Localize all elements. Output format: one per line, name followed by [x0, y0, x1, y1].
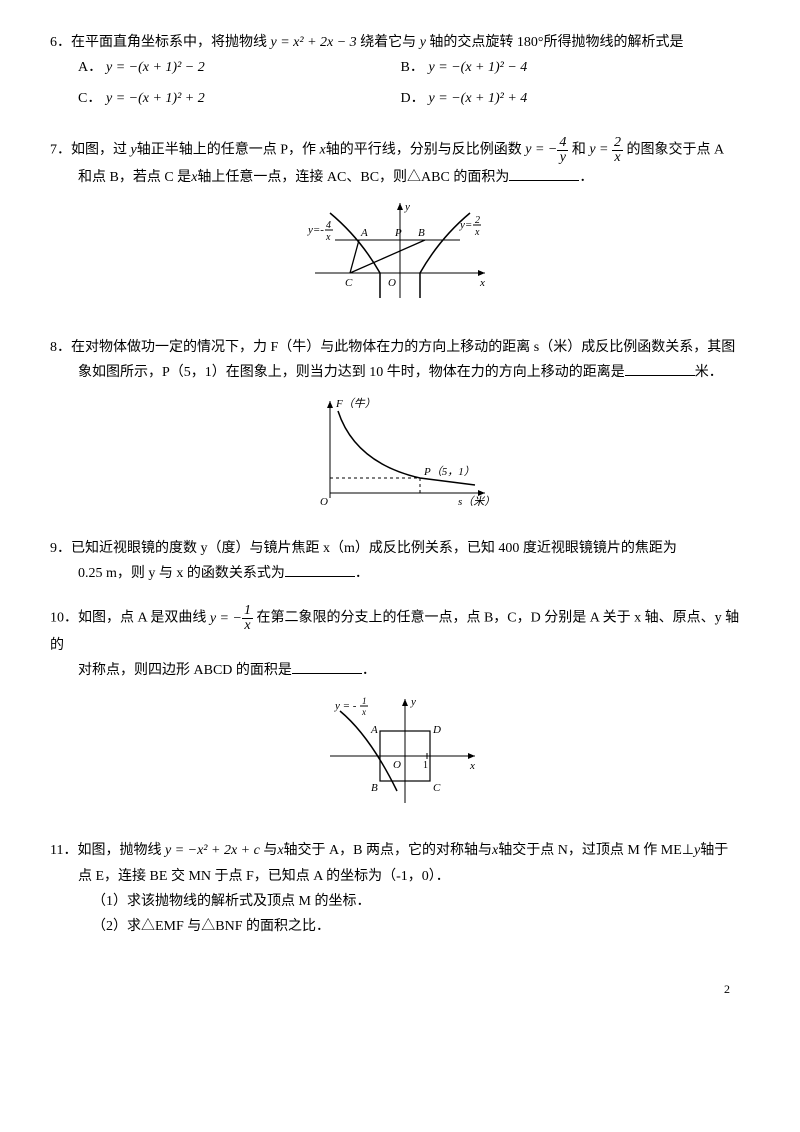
q6-formula-y: y: [420, 35, 426, 50]
q9-blank: [285, 562, 355, 577]
q9-num: 9．: [50, 541, 71, 556]
q10-line1: 10．如图，点 A 是双曲线 y = −1x 在第二象限的分支上的任意一点，点 …: [50, 604, 750, 658]
question-10: 10．如图，点 A 是双曲线 y = −1x 在第二象限的分支上的任意一点，点 …: [50, 604, 750, 821]
q11-sub2: （2）求△EMF 与△BNF 的面积之比．: [50, 914, 750, 939]
q8-blank: [625, 361, 695, 376]
svg-text:A: A: [360, 227, 368, 239]
q7-line1: 7．如图，过 y轴正半轴上的任意一点 P，作 x轴的平行线，分别与反比例函数 y…: [50, 136, 750, 165]
svg-text:y = -: y = -: [334, 700, 357, 712]
svg-text:B: B: [371, 782, 378, 794]
svg-text:1: 1: [362, 696, 367, 706]
svg-text:O: O: [388, 277, 396, 289]
svg-text:x: x: [479, 277, 485, 289]
q7-line2: 和点 B，若点 C 是x轴上任意一点，连接 AC、BC，则△ABC 的面积为．: [50, 165, 750, 190]
svg-text:1: 1: [423, 760, 428, 771]
q11-line2: 点 E，连接 BE 交 MN 于点 F，已知点 A 的坐标为（-1，0）．: [50, 864, 750, 889]
question-9: 9．已知近视眼镜的度数 y（度）与镜片焦距 x（m）成反比例关系，已知 400 …: [50, 536, 750, 586]
svg-text:F（牛）: F（牛）: [335, 397, 376, 410]
q9-line2: 0.25 m，则 y 与 x 的函数关系式为．: [50, 561, 750, 586]
q10-figure: y = - 1 x A D B C O 1 x y: [50, 691, 750, 820]
q7-frac1: y = −4y: [525, 142, 568, 157]
svg-text:y: y: [410, 696, 416, 708]
question-8: 8．在对物体做功一定的情况下，力 F（牛）与此物体在力的方向上移动的距离 s（米…: [50, 335, 750, 518]
q6-text-c: 轴的交点旋转 180°所得抛物线的解析式是: [429, 35, 683, 50]
q6-text-a: 在平面直角坐标系中，将抛物线: [71, 35, 267, 50]
question-6: 6．在平面直角坐标系中，将抛物线 y = x² + 2x − 3 绕着它与 y …: [50, 30, 750, 118]
q6-text: 6．在平面直角坐标系中，将抛物线 y = x² + 2x − 3 绕着它与 y …: [50, 30, 750, 55]
q7-figure: y=- 4 x y= 2 x A P B C O x y: [50, 198, 750, 317]
svg-text:x: x: [325, 232, 331, 243]
page-number: 2: [50, 979, 750, 1001]
q11-formula: y = −x² + 2x + c: [165, 843, 260, 858]
svg-text:y: y: [404, 201, 410, 213]
q9-line1: 9．已知近视眼镜的度数 y（度）与镜片焦距 x（m）成反比例关系，已知 400 …: [50, 536, 750, 561]
svg-text:s（米）: s（米）: [458, 495, 495, 508]
svg-text:x: x: [474, 227, 480, 238]
q7-num: 7．: [50, 142, 71, 157]
q11-sub1: （1）求该抛物线的解析式及顶点 M 的坐标．: [50, 889, 750, 914]
svg-text:P（5，1）: P（5，1）: [423, 465, 475, 478]
svg-text:A: A: [370, 724, 378, 736]
q11-num: 11．: [50, 843, 77, 858]
q6-num: 6．: [50, 35, 71, 50]
q6-option-c: C．y = −(x + 1)² + 2: [78, 86, 401, 111]
svg-text:P: P: [394, 227, 402, 239]
svg-text:B: B: [418, 227, 425, 239]
q7-frac2: y = 2x: [589, 142, 623, 157]
q8-line1: 8．在对物体做功一定的情况下，力 F（牛）与此物体在力的方向上移动的距离 s（米…: [50, 335, 750, 360]
svg-text:D: D: [432, 724, 441, 736]
svg-text:y=: y=: [459, 219, 472, 231]
q6-option-d: D．y = −(x + 1)² + 4: [401, 86, 724, 111]
question-11: 11．如图，抛物线 y = −x² + 2x + c 与x轴交于 A，B 两点，…: [50, 838, 750, 939]
q11-line1: 11．如图，抛物线 y = −x² + 2x + c 与x轴交于 A，B 两点，…: [50, 838, 750, 863]
q10-line2: 对称点，则四边形 ABCD 的面积是．: [50, 658, 750, 683]
q10-frac: y = −1x: [210, 611, 253, 626]
svg-text:4: 4: [326, 220, 331, 231]
q6-text-b: 绕着它与: [360, 35, 416, 50]
svg-text:C: C: [433, 782, 441, 794]
svg-text:2: 2: [475, 215, 480, 226]
q10-blank: [292, 659, 362, 674]
q7-blank: [509, 166, 579, 181]
svg-text:x: x: [469, 760, 475, 772]
q6-formula-1: y = x² + 2x − 3: [271, 35, 357, 50]
svg-text:O: O: [320, 496, 328, 508]
q8-line2: 象如图所示，P（5，1）在图象上，则当力达到 10 牛时，物体在力的方向上移动的…: [50, 360, 750, 385]
q6-options: A．y = −(x + 1)² − 2 B．y = −(x + 1)² − 4 …: [50, 55, 750, 117]
q8-num: 8．: [50, 340, 71, 355]
q6-option-a: A．y = −(x + 1)² − 2: [78, 55, 401, 80]
q10-num: 10．: [50, 611, 78, 626]
svg-text:O: O: [393, 759, 401, 771]
q8-figure: F（牛） P（5，1） O s（米）: [50, 393, 750, 517]
svg-text:x: x: [361, 707, 366, 717]
svg-text:y=-: y=-: [307, 224, 324, 236]
question-7: 7．如图，过 y轴正半轴上的任意一点 P，作 x轴的平行线，分别与反比例函数 y…: [50, 136, 750, 317]
svg-text:C: C: [345, 277, 353, 289]
q6-option-b: B．y = −(x + 1)² − 4: [401, 55, 724, 80]
